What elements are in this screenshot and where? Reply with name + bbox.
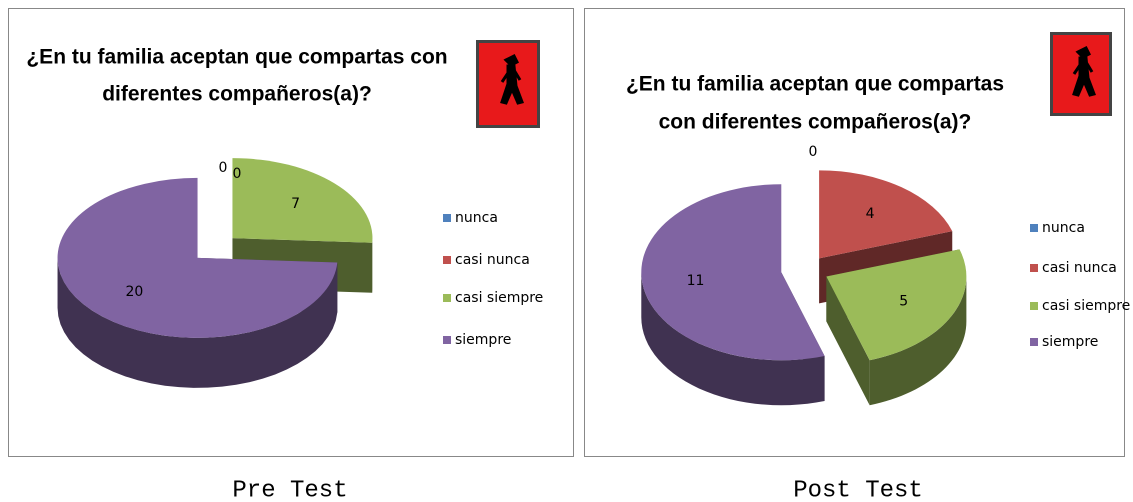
pie-slice <box>819 170 953 259</box>
chart-title: ¿En tu familia aceptan que compartas con <box>26 46 447 69</box>
data-label: 20 <box>125 284 143 300</box>
legend-swatch <box>1030 224 1038 232</box>
pie-slice <box>57 177 338 338</box>
legend-label: casi nunca <box>1042 260 1117 276</box>
pie-wall <box>869 276 967 406</box>
pie-tops <box>641 170 967 361</box>
caption: Pre Test <box>232 477 347 502</box>
chart-title: diferentes compañeros(a)? <box>102 83 372 106</box>
legend-label: casi nunca <box>455 252 530 268</box>
icon <box>476 40 540 128</box>
data-label: 0 <box>219 160 228 176</box>
legend-swatch <box>443 256 451 264</box>
icon <box>1050 32 1112 116</box>
data-label: 7 <box>291 196 300 212</box>
legend-swatch <box>443 294 451 302</box>
data-label: 4 <box>866 206 875 222</box>
pie-tops <box>57 158 373 338</box>
pie-wall <box>641 272 825 406</box>
legend-swatch <box>1030 302 1038 310</box>
pie-face <box>826 276 870 406</box>
pie-slice <box>826 249 967 361</box>
chart-title: ¿En tu familia aceptan que compartas <box>626 73 1004 96</box>
legend-swatch <box>443 214 451 222</box>
legend-label: casi siempre <box>455 290 543 306</box>
legend-swatch <box>443 336 451 344</box>
pie-slice <box>641 184 825 361</box>
legend-label: nunca <box>1042 220 1085 236</box>
legend-label: nunca <box>455 210 498 226</box>
legend-swatch <box>1030 264 1038 272</box>
caption: Post Test <box>793 477 923 502</box>
legend-swatch <box>1030 338 1038 346</box>
legend-label: siempre <box>1042 334 1098 350</box>
pie-wall <box>57 257 338 388</box>
data-label: 11 <box>687 273 705 289</box>
data-label: 5 <box>899 293 908 309</box>
data-label: 0 <box>233 166 242 182</box>
data-label: 0 <box>809 144 818 160</box>
chart-title: con diferentes compañeros(a)? <box>659 111 972 134</box>
legend-label: siempre <box>455 332 511 348</box>
legend-label: casi siempre <box>1042 298 1130 314</box>
pie-slice <box>232 158 373 243</box>
